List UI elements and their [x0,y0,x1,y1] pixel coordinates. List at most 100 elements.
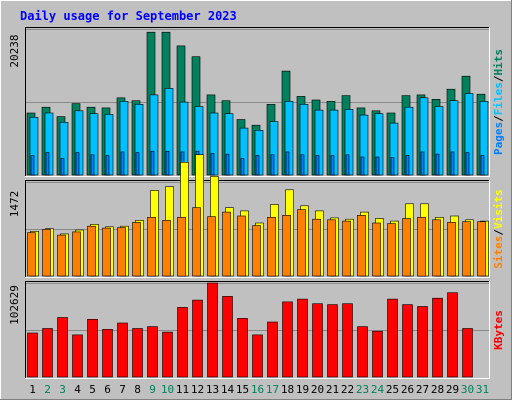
x-tick-label-day-30: 30 [461,383,474,396]
bar-kbytes-day-25 [387,298,398,378]
bar-kbytes-day-8 [132,328,143,378]
panel-visits-sites: 1472 Sites/Visits [8,154,505,278]
x-tick-label-day-19: 19 [296,383,309,396]
x-tick-label-day-26: 26 [401,383,414,396]
x-tick-label-day-28: 28 [431,383,444,396]
bar-pages-day-21 [330,155,335,176]
bar-pages-day-9 [150,150,155,176]
panel-kbytes: 102629 KBytes [8,281,505,379]
bar-sites-day-16 [252,225,261,277]
bar-sites-day-15 [237,215,246,277]
bar-pages-day-27 [420,151,425,176]
x-tick-label-day-4: 4 [74,383,81,396]
bar-sites-day-5 [87,225,96,277]
legend-item-files: Files [492,82,505,115]
x-tick-label-day-11: 11 [176,383,189,396]
bar-kbytes-day-10 [162,331,173,378]
x-tick-label-day-23: 23 [356,383,369,396]
bar-pages-day-6 [105,155,110,176]
y-scale-label: 20238 [8,34,21,67]
bar-pages-day-28 [435,153,440,176]
x-tick-label-day-7: 7 [119,383,126,396]
bar-pages-day-25 [390,157,395,176]
x-axis-labels: 1 2 3 4 5 6 7 8 9 10 11 12 13 14 15 16 17 18 19 20 21 22 23 24 2… [29,383,489,396]
bar-kbytes-day-20 [312,303,323,378]
bar-kbytes-day-17 [267,321,278,378]
x-tick-label-day-15: 15 [236,383,249,396]
y-scale-label: 1472 [8,191,21,218]
bar-sites-day-4 [72,231,81,277]
bar-sites-day-18 [282,215,291,277]
x-tick-label-day-14: 14 [221,383,235,396]
bar-pages-day-20 [315,155,320,176]
x-tick-label-day-8: 8 [134,383,141,396]
chart-title: Daily usage for September 2023 [20,9,237,23]
y-scale-label: 102629 [8,285,21,325]
chart-panels: 20238 Pages/Files/Hits 1472 Sites/Visits 102… [8,27,505,379]
x-tick-label-day-29: 29 [446,383,459,396]
bar-kbytes-day-29 [447,292,458,378]
legend-separator: / [492,229,505,236]
bar-kbytes-day-16 [252,334,263,378]
bar-sites-day-23 [357,215,366,277]
bar-pages-day-16 [255,155,260,176]
bar-pages-day-2 [45,152,50,176]
legend-item-kbytes: KBytes [492,310,505,350]
bar-pages-day-4 [75,152,80,176]
bar-pages-day-10 [165,150,170,176]
panel-legend: Pages/Files/Hits [492,49,505,155]
legend-item-sites: Sites [492,236,505,269]
x-tick-label-day-2: 2 [44,383,51,396]
bar-sites-day-30 [462,221,471,277]
bar-pages-day-8 [135,152,140,176]
bar-pages-day-15 [240,158,245,176]
bar-sites-day-7 [117,227,126,277]
panel-legend: Sites/Visits [492,189,505,269]
bar-pages-day-7 [120,151,125,176]
bar-kbytes-day-12 [192,299,203,378]
bar-kbytes-day-4 [72,334,83,378]
x-tick-label-day-5: 5 [89,383,96,396]
x-tick-label-day-20: 20 [311,383,324,396]
bar-sites-day-9 [147,217,156,277]
x-tick-label-day-31: 31 [476,383,489,396]
bar-sites-day-31 [477,221,486,277]
bar-pages-day-1 [30,155,35,176]
bar-sites-day-27 [417,217,426,277]
bar-sites-day-22 [342,220,351,277]
x-tick-label-day-27: 27 [416,383,429,396]
bar-sites-day-10 [162,220,171,277]
bar-pages-day-23 [360,156,365,176]
legend-item-visits: Visits [492,189,505,229]
legend-item-pages: Pages [492,122,505,155]
bar-kbytes-day-22 [342,303,353,378]
bar-kbytes-day-3 [57,317,68,378]
x-tick-label-day-6: 6 [104,383,111,396]
bar-sites-day-19 [297,209,306,277]
bar-sites-day-17 [267,217,276,277]
x-tick-label-day-21: 21 [326,383,339,396]
bar-pages-day-26 [405,155,410,176]
bar-sites-day-21 [327,219,336,277]
bar-kbytes-day-21 [327,304,338,378]
bar-kbytes-day-18 [282,301,293,378]
x-tick-label-day-12: 12 [191,383,204,396]
bar-kbytes-day-1 [27,332,38,378]
bar-kbytes-day-11 [177,307,188,378]
x-tick-label-day-24: 24 [371,383,385,396]
bar-kbytes-day-6 [102,329,113,378]
bar-kbytes-day-15 [237,318,248,378]
bar-pages-day-22 [345,154,350,176]
x-tick-label-day-18: 18 [281,383,294,396]
panel-hits-files-pages: 20238 Pages/Files/Hits [8,27,505,177]
bar-sites-day-8 [132,222,141,277]
bar-sites-day-1 [27,232,36,277]
x-tick-label-day-13: 13 [206,383,219,396]
bar-kbytes-day-27 [417,306,428,378]
x-tick-label-day-10: 10 [161,383,174,396]
legend-item-hits: Hits [492,49,505,76]
bar-sites-day-20 [312,218,321,277]
panel-legend: KBytes [492,310,505,350]
bar-pages-day-24 [375,156,380,176]
bar-sites-day-24 [372,222,381,277]
